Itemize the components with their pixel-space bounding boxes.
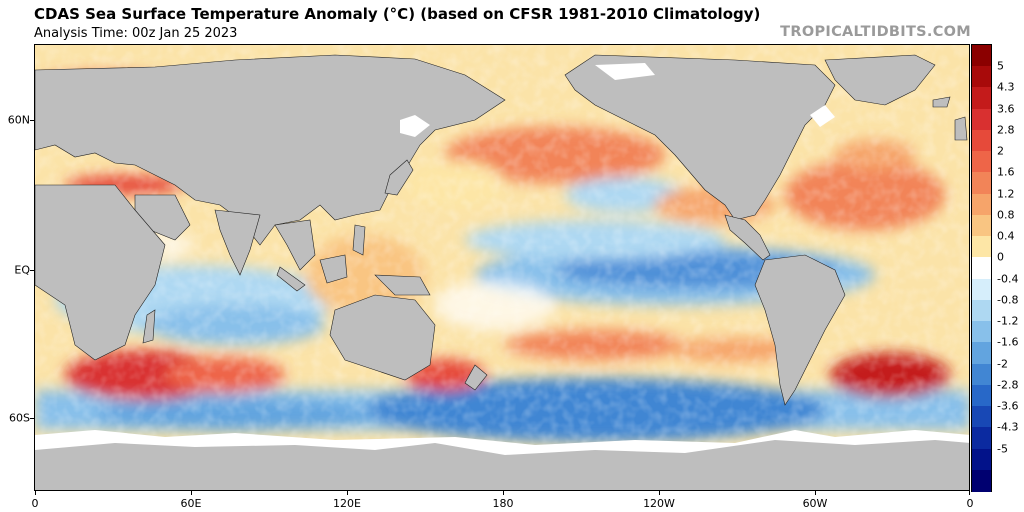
lat-label-60s: 60S bbox=[9, 411, 30, 425]
lon-label-120e: 120E bbox=[333, 497, 361, 510]
colorbar-segment bbox=[972, 151, 991, 174]
colorbar-segment bbox=[972, 448, 991, 471]
colorbar-segment bbox=[972, 384, 991, 407]
colorbar-label: -1.6 bbox=[997, 335, 1019, 349]
lon-tick bbox=[815, 491, 816, 495]
central-america-landmass bbox=[724, 214, 771, 261]
colorbar-segment bbox=[972, 321, 991, 343]
colorbar-segment bbox=[972, 87, 991, 110]
colorbar-label: -2.8 bbox=[997, 378, 1019, 392]
lon-label-0: 0 bbox=[31, 497, 39, 510]
ocean-anomaly-field bbox=[35, 45, 969, 490]
colorbar-segment bbox=[972, 66, 991, 89]
colorbar-label: -2 bbox=[997, 357, 1008, 371]
lat-tick bbox=[30, 120, 34, 121]
lat-label-60n: 60N bbox=[7, 113, 30, 127]
lon-label-60w: 60W bbox=[802, 497, 828, 510]
map-title: CDAS Sea Surface Temperature Anomaly (°C… bbox=[34, 5, 761, 23]
colorbar-label: 0.4 bbox=[997, 229, 1015, 243]
colorbar-label: 1.2 bbox=[997, 187, 1015, 201]
colorbar-segment bbox=[972, 193, 991, 216]
philippines-landmass bbox=[352, 224, 366, 256]
colorbar-label: 1.6 bbox=[997, 165, 1015, 179]
eurasia-landmass bbox=[35, 54, 506, 246]
south-america-landmass bbox=[754, 254, 846, 406]
colorbar-segment bbox=[972, 236, 991, 258]
lon-label-0-east: 0 bbox=[966, 497, 974, 510]
africa-landmass bbox=[35, 184, 166, 361]
japan-landmass bbox=[384, 159, 414, 196]
brand-watermark: TROPICALTIDBITS.COM bbox=[780, 24, 971, 40]
colorbar-label: -5 bbox=[997, 442, 1008, 456]
colorbar-label: 0.8 bbox=[997, 208, 1015, 222]
colorbar-segment bbox=[972, 278, 991, 301]
colorbar-label: -4.3 bbox=[997, 420, 1019, 434]
colorbar-segment bbox=[972, 299, 991, 322]
lat-label-equator: EQ bbox=[14, 263, 30, 277]
colorbar-segment bbox=[972, 129, 991, 152]
lon-label-180: 180 bbox=[492, 497, 514, 510]
indochina-landmass bbox=[274, 219, 316, 271]
colorbar-segment bbox=[972, 257, 991, 280]
colorbar-segment bbox=[972, 342, 991, 365]
colorbar-label: -0.4 bbox=[997, 272, 1019, 286]
colorbar-segment bbox=[972, 172, 991, 195]
colorbar-segment bbox=[972, 214, 991, 237]
colorbar-label: -0.8 bbox=[997, 293, 1019, 307]
new-zealand-landmass bbox=[464, 364, 488, 391]
sea-ice-patches bbox=[400, 63, 835, 137]
colorbar-segment bbox=[972, 108, 991, 131]
colorbar-label: 2.8 bbox=[997, 123, 1015, 137]
colorbar-label: -3.6 bbox=[997, 399, 1019, 413]
lon-tick bbox=[503, 491, 504, 495]
greenland-landmass bbox=[824, 54, 936, 106]
colorbar-label: 2 bbox=[997, 144, 1004, 158]
colorbar-label: 3.6 bbox=[997, 102, 1015, 116]
madagascar-landmass bbox=[142, 309, 156, 344]
antarctica-ice bbox=[35, 430, 969, 490]
land-masses bbox=[35, 54, 968, 406]
borneo-landmass bbox=[319, 254, 348, 284]
analysis-time: Analysis Time: 00z Jan 25 2023 bbox=[34, 26, 238, 41]
colorbar-label: -1.2 bbox=[997, 314, 1019, 328]
colorbar-label: 5 bbox=[997, 59, 1004, 73]
iceland-landmass bbox=[932, 96, 951, 108]
colorbar-segment bbox=[972, 469, 991, 492]
colorbar-segment bbox=[972, 406, 991, 428]
lon-tick bbox=[659, 491, 660, 495]
colorbar-segment bbox=[972, 427, 991, 450]
australia-landmass bbox=[329, 294, 436, 381]
colorbar-segment bbox=[972, 363, 991, 386]
lon-label-60e: 60E bbox=[180, 497, 202, 510]
lon-label-120w: 120W bbox=[643, 497, 675, 510]
lon-tick bbox=[347, 491, 348, 495]
lat-tick bbox=[30, 270, 34, 271]
anomaly-colorbar bbox=[971, 44, 992, 492]
lon-tick bbox=[35, 491, 36, 495]
india-landmass bbox=[214, 209, 261, 276]
new-guinea-landmass bbox=[374, 274, 431, 296]
sumatra-landmass bbox=[276, 266, 306, 292]
colorbar-label: 4.3 bbox=[997, 80, 1015, 94]
sst-anomaly-map bbox=[34, 44, 970, 491]
colorbar-label: 0 bbox=[997, 250, 1004, 264]
lon-tick bbox=[191, 491, 192, 495]
colorbar-segment bbox=[972, 45, 991, 67]
lon-tick bbox=[969, 491, 970, 495]
lat-tick bbox=[30, 418, 34, 419]
british-isles-landmass bbox=[954, 116, 968, 141]
map-canvas bbox=[35, 45, 969, 490]
